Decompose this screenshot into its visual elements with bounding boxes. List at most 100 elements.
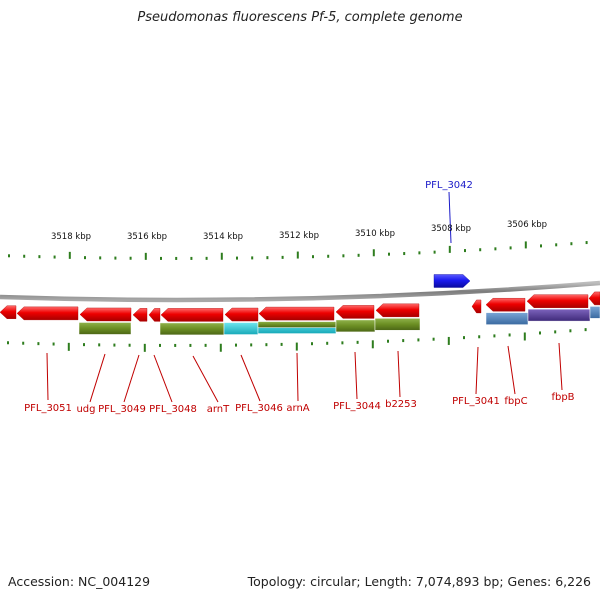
gene-arrow-reverse bbox=[258, 306, 335, 321]
scale-tick bbox=[53, 255, 56, 259]
scale-tick bbox=[432, 337, 435, 341]
scale-tick bbox=[570, 242, 573, 246]
scale-tick bbox=[312, 255, 314, 259]
label-leader-lines bbox=[46, 191, 563, 403]
gene-label-PFL_3044[interactable]: PFL_3044 bbox=[333, 401, 381, 412]
gene-label-b2253[interactable]: b2253 bbox=[385, 399, 417, 410]
scale-tick bbox=[402, 339, 405, 343]
scale-tick bbox=[98, 343, 101, 347]
label-leader-line bbox=[397, 350, 401, 398]
feature-block bbox=[485, 312, 529, 325]
scale-tick bbox=[585, 241, 588, 245]
scale-tick bbox=[266, 256, 269, 260]
scale-tick bbox=[388, 252, 390, 256]
scale-tick bbox=[83, 343, 85, 347]
label-leader-line bbox=[354, 351, 358, 400]
label-leader-line bbox=[475, 346, 479, 395]
scale-tick bbox=[554, 330, 557, 334]
gene-label-fbpC[interactable]: fbpC bbox=[504, 396, 527, 407]
scale-tick bbox=[67, 342, 70, 351]
scale-tick bbox=[463, 336, 465, 340]
scale-tick bbox=[280, 342, 283, 346]
scale-tick bbox=[494, 247, 497, 251]
scale-tick bbox=[418, 251, 421, 255]
label-leader-line bbox=[448, 191, 452, 244]
label-leader-line bbox=[153, 354, 173, 403]
gene-label-PFL_3048[interactable]: PFL_3048 bbox=[149, 404, 197, 415]
scale-tick bbox=[52, 342, 55, 346]
gene-label-PFL_3046[interactable]: PFL_3046 bbox=[235, 403, 283, 414]
scale-tick bbox=[326, 341, 329, 345]
label-leader-line bbox=[46, 352, 49, 401]
gene-label-PFL_3041[interactable]: PFL_3041 bbox=[452, 396, 500, 407]
scale-tick bbox=[341, 341, 344, 345]
genome-backbone bbox=[0, 280, 600, 303]
feature-block bbox=[78, 322, 132, 335]
scale-tick bbox=[539, 331, 541, 335]
gene-label-PFL_3042[interactable]: PFL_3042 bbox=[425, 180, 473, 191]
scale-label-3506: 3506 kbp bbox=[507, 220, 547, 230]
scale-tick bbox=[448, 245, 451, 253]
scale-tick bbox=[327, 254, 330, 258]
scale-tick bbox=[114, 256, 117, 260]
scale-tick bbox=[23, 254, 26, 258]
gene-label-udg[interactable]: udg bbox=[76, 404, 95, 415]
scale-tick bbox=[159, 343, 161, 347]
gene-arrow-reverse bbox=[335, 305, 375, 319]
scale-tick bbox=[555, 243, 558, 247]
scale-tick bbox=[190, 256, 193, 260]
label-leader-line bbox=[558, 342, 563, 391]
gene-arrow-reverse bbox=[0, 305, 17, 319]
label-leader-line bbox=[192, 355, 219, 403]
gene-arrow-reverse bbox=[471, 299, 482, 314]
scale-tick bbox=[493, 334, 496, 338]
scale-tick bbox=[205, 256, 208, 260]
scale-tick bbox=[403, 252, 406, 256]
scale-tick bbox=[22, 341, 25, 345]
gene-label-fbpB[interactable]: fbpB bbox=[551, 392, 574, 403]
feature-block bbox=[159, 322, 225, 336]
scale-tick bbox=[479, 248, 482, 252]
scale-tick bbox=[357, 253, 360, 257]
gene-label-PFL_3051[interactable]: PFL_3051 bbox=[24, 403, 72, 414]
label-leader-line bbox=[240, 354, 261, 402]
scale-tick bbox=[311, 342, 313, 346]
scale-tick bbox=[128, 343, 131, 347]
gene-arrow-reverse bbox=[148, 308, 161, 322]
scale-tick bbox=[371, 340, 374, 349]
gene-label-PFL_3049[interactable]: PFL_3049 bbox=[98, 404, 146, 415]
feature-block bbox=[374, 318, 421, 331]
scale-tick bbox=[175, 256, 178, 260]
feature-block bbox=[589, 306, 600, 319]
label-leader-line bbox=[123, 354, 140, 403]
gene-label-arnT[interactable]: arnT bbox=[207, 404, 230, 415]
feature-track bbox=[78, 306, 600, 336]
scale-tick bbox=[129, 256, 132, 260]
feature-block bbox=[335, 319, 376, 333]
scale-tick bbox=[113, 343, 116, 347]
scale-tick bbox=[220, 252, 223, 260]
gene-arrow-reverse bbox=[526, 294, 589, 308]
scale-tick bbox=[68, 251, 71, 259]
scale-label-3512: 3512 kbp bbox=[279, 231, 319, 241]
scale-tick bbox=[584, 328, 587, 332]
gene-arrow-reverse bbox=[588, 291, 600, 306]
scale-ticks-upper bbox=[8, 241, 588, 260]
scale-tick bbox=[281, 255, 284, 259]
gene-arrow-forward bbox=[433, 274, 471, 288]
scale-tick bbox=[8, 254, 10, 258]
gene-arrow-reverse bbox=[79, 307, 132, 322]
scale-tick bbox=[99, 256, 102, 260]
scale-tick bbox=[7, 341, 9, 345]
scale-tick bbox=[251, 256, 254, 260]
scale-tick bbox=[144, 252, 147, 260]
feature-block bbox=[257, 321, 337, 328]
feature-block bbox=[223, 322, 259, 335]
gene-arrow-reverse bbox=[485, 298, 526, 312]
scale-tick bbox=[84, 256, 86, 260]
scale-tick bbox=[508, 333, 511, 337]
gene-label-arnA[interactable]: arnA bbox=[286, 403, 309, 414]
scale-tick bbox=[250, 343, 253, 347]
scale-tick bbox=[417, 338, 420, 342]
